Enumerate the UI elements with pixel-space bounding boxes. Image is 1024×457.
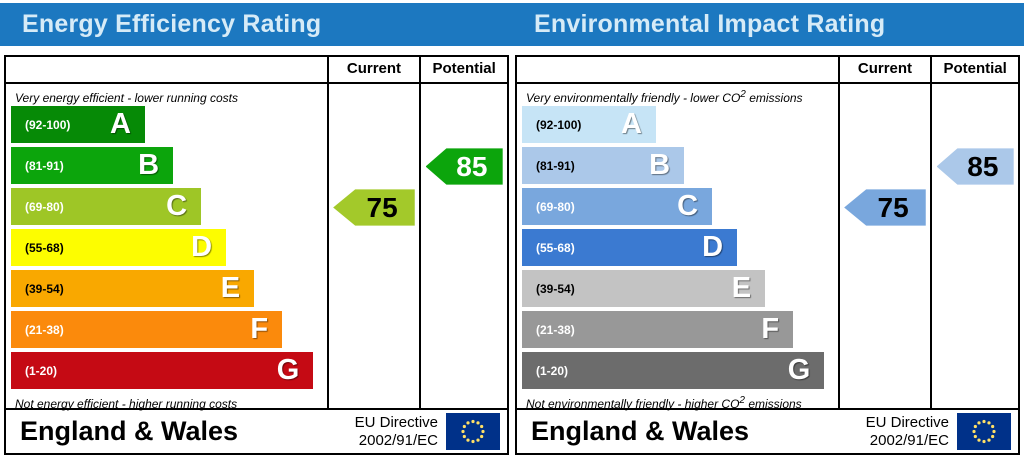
energy-efficiency-panel: Current Potential Very energy efficient … — [4, 55, 509, 455]
bottom-caption: Not environmentally friendly - higher CO… — [526, 395, 802, 411]
band-range-label: (81-91) — [25, 158, 64, 173]
top-caption: Very environmentally friendly - lower CO… — [526, 89, 803, 105]
band-bar-d: (55-68) D — [11, 229, 227, 266]
band-letter: F — [250, 313, 269, 345]
band-range-label: (92-100) — [536, 117, 582, 132]
bottom-caption: Not energy efficient - higher running co… — [15, 397, 238, 411]
band-range-label: (81-91) — [536, 158, 575, 173]
panel-footer: England & Wales EU Directive 2002/91/EC — [6, 408, 507, 453]
region-label: England & Wales — [20, 416, 239, 446]
band-range-label: (1-20) — [536, 363, 569, 378]
band-header-spacer — [6, 57, 327, 82]
band-range-label: (69-80) — [25, 199, 64, 214]
band-range-label: (21-38) — [25, 322, 64, 337]
environmental-impact-title: Environmental Impact Rating — [534, 10, 886, 38]
band-range-label: (55-68) — [536, 240, 575, 255]
column-header-row: Current Potential — [517, 57, 1018, 84]
eu-flag-icon — [957, 413, 1011, 450]
band-bar-g: (1-20) G — [11, 352, 314, 389]
current-column-header: Current — [837, 57, 931, 82]
band-bar-f: (21-38) F — [522, 311, 794, 348]
band-range-label: (21-38) — [536, 322, 575, 337]
environmental-impact-panel: Current Potential Very environmentally f… — [515, 55, 1020, 455]
band-bar-a: (92-100) A — [11, 106, 145, 143]
band-area: Very energy efficient - lower running co… — [6, 84, 327, 411]
current-rating-value: 75 — [877, 191, 909, 223]
band-area: Very environmentally friendly - lower CO… — [517, 84, 838, 411]
band-bar-f: (21-38) F — [11, 311, 283, 348]
band-bars: (92-100) A (81-91) B (69-80) C (55-68) D (39-54)… — [522, 106, 834, 393]
band-bar-a: (92-100) A — [522, 106, 656, 143]
eu-directive-label: EU Directive 2002/91/EC — [354, 414, 438, 449]
band-letter: E — [731, 272, 752, 304]
band-letter: C — [677, 190, 699, 222]
band-bar-e: (39-54) E — [522, 270, 766, 307]
band-bar-d: (55-68) D — [522, 229, 738, 266]
current-rating-arrow: 75 — [333, 189, 415, 226]
band-range-label: (92-100) — [25, 117, 71, 132]
band-header-spacer — [517, 57, 838, 82]
current-rating-arrow: 75 — [844, 189, 926, 226]
band-letter: A — [621, 108, 642, 140]
band-letter: F — [761, 313, 780, 345]
band-bar-b: (81-91) B — [11, 147, 174, 184]
band-letter: B — [649, 149, 671, 181]
eu-directive-label: EU Directive 2002/91/EC — [865, 414, 949, 449]
band-range-label: (1-20) — [25, 363, 58, 378]
chart-body: Very energy efficient - lower running co… — [6, 84, 507, 411]
energy-efficiency-title: Energy Efficiency Rating — [22, 10, 322, 38]
header-bar: Energy Efficiency Rating Environmental I… — [0, 3, 1024, 46]
band-letter: G — [787, 354, 811, 386]
potential-rating-value: 85 — [967, 150, 999, 182]
band-bar-g: (1-20) G — [522, 352, 825, 389]
band-bar-c: (69-80) C — [522, 188, 713, 225]
band-range-label: (39-54) — [25, 281, 64, 296]
band-range-label: (69-80) — [536, 199, 575, 214]
band-range-label: (39-54) — [536, 281, 575, 296]
current-rating-value: 75 — [366, 191, 398, 223]
rating-panels: Current Potential Very energy efficient … — [4, 55, 1020, 455]
band-letter: B — [138, 149, 160, 181]
band-letter: A — [110, 108, 131, 140]
current-column-header: Current — [326, 57, 420, 82]
band-letter: G — [276, 354, 300, 386]
panel-footer: England & Wales EU Directive 2002/91/EC — [517, 408, 1018, 453]
band-bars: (92-100) A (81-91) B (69-80) C (55-68) D (39-54)… — [11, 106, 323, 393]
potential-column: 85 — [930, 84, 1018, 408]
eu-flag-icon — [446, 413, 500, 450]
chart-body: Very environmentally friendly - lower CO… — [517, 84, 1018, 411]
potential-rating-arrow: 85 — [936, 148, 1014, 185]
top-caption: Very energy efficient - lower running co… — [15, 91, 238, 105]
band-bar-c: (69-80) C — [11, 188, 202, 225]
potential-rating-value: 85 — [456, 150, 488, 182]
region-label: England & Wales — [531, 416, 750, 446]
current-column: 75 — [326, 84, 420, 408]
band-letter: C — [166, 190, 188, 222]
band-range-label: (55-68) — [25, 240, 64, 255]
band-bar-b: (81-91) B — [522, 147, 685, 184]
potential-rating-arrow: 85 — [425, 148, 503, 185]
potential-column-header: Potential — [930, 57, 1018, 82]
band-letter: D — [191, 231, 213, 263]
band-letter: E — [220, 272, 241, 304]
current-column: 75 — [837, 84, 931, 408]
band-letter: D — [702, 231, 724, 263]
potential-column-header: Potential — [419, 57, 507, 82]
potential-column: 85 — [419, 84, 507, 408]
column-header-row: Current Potential — [6, 57, 507, 84]
band-bar-e: (39-54) E — [11, 270, 255, 307]
